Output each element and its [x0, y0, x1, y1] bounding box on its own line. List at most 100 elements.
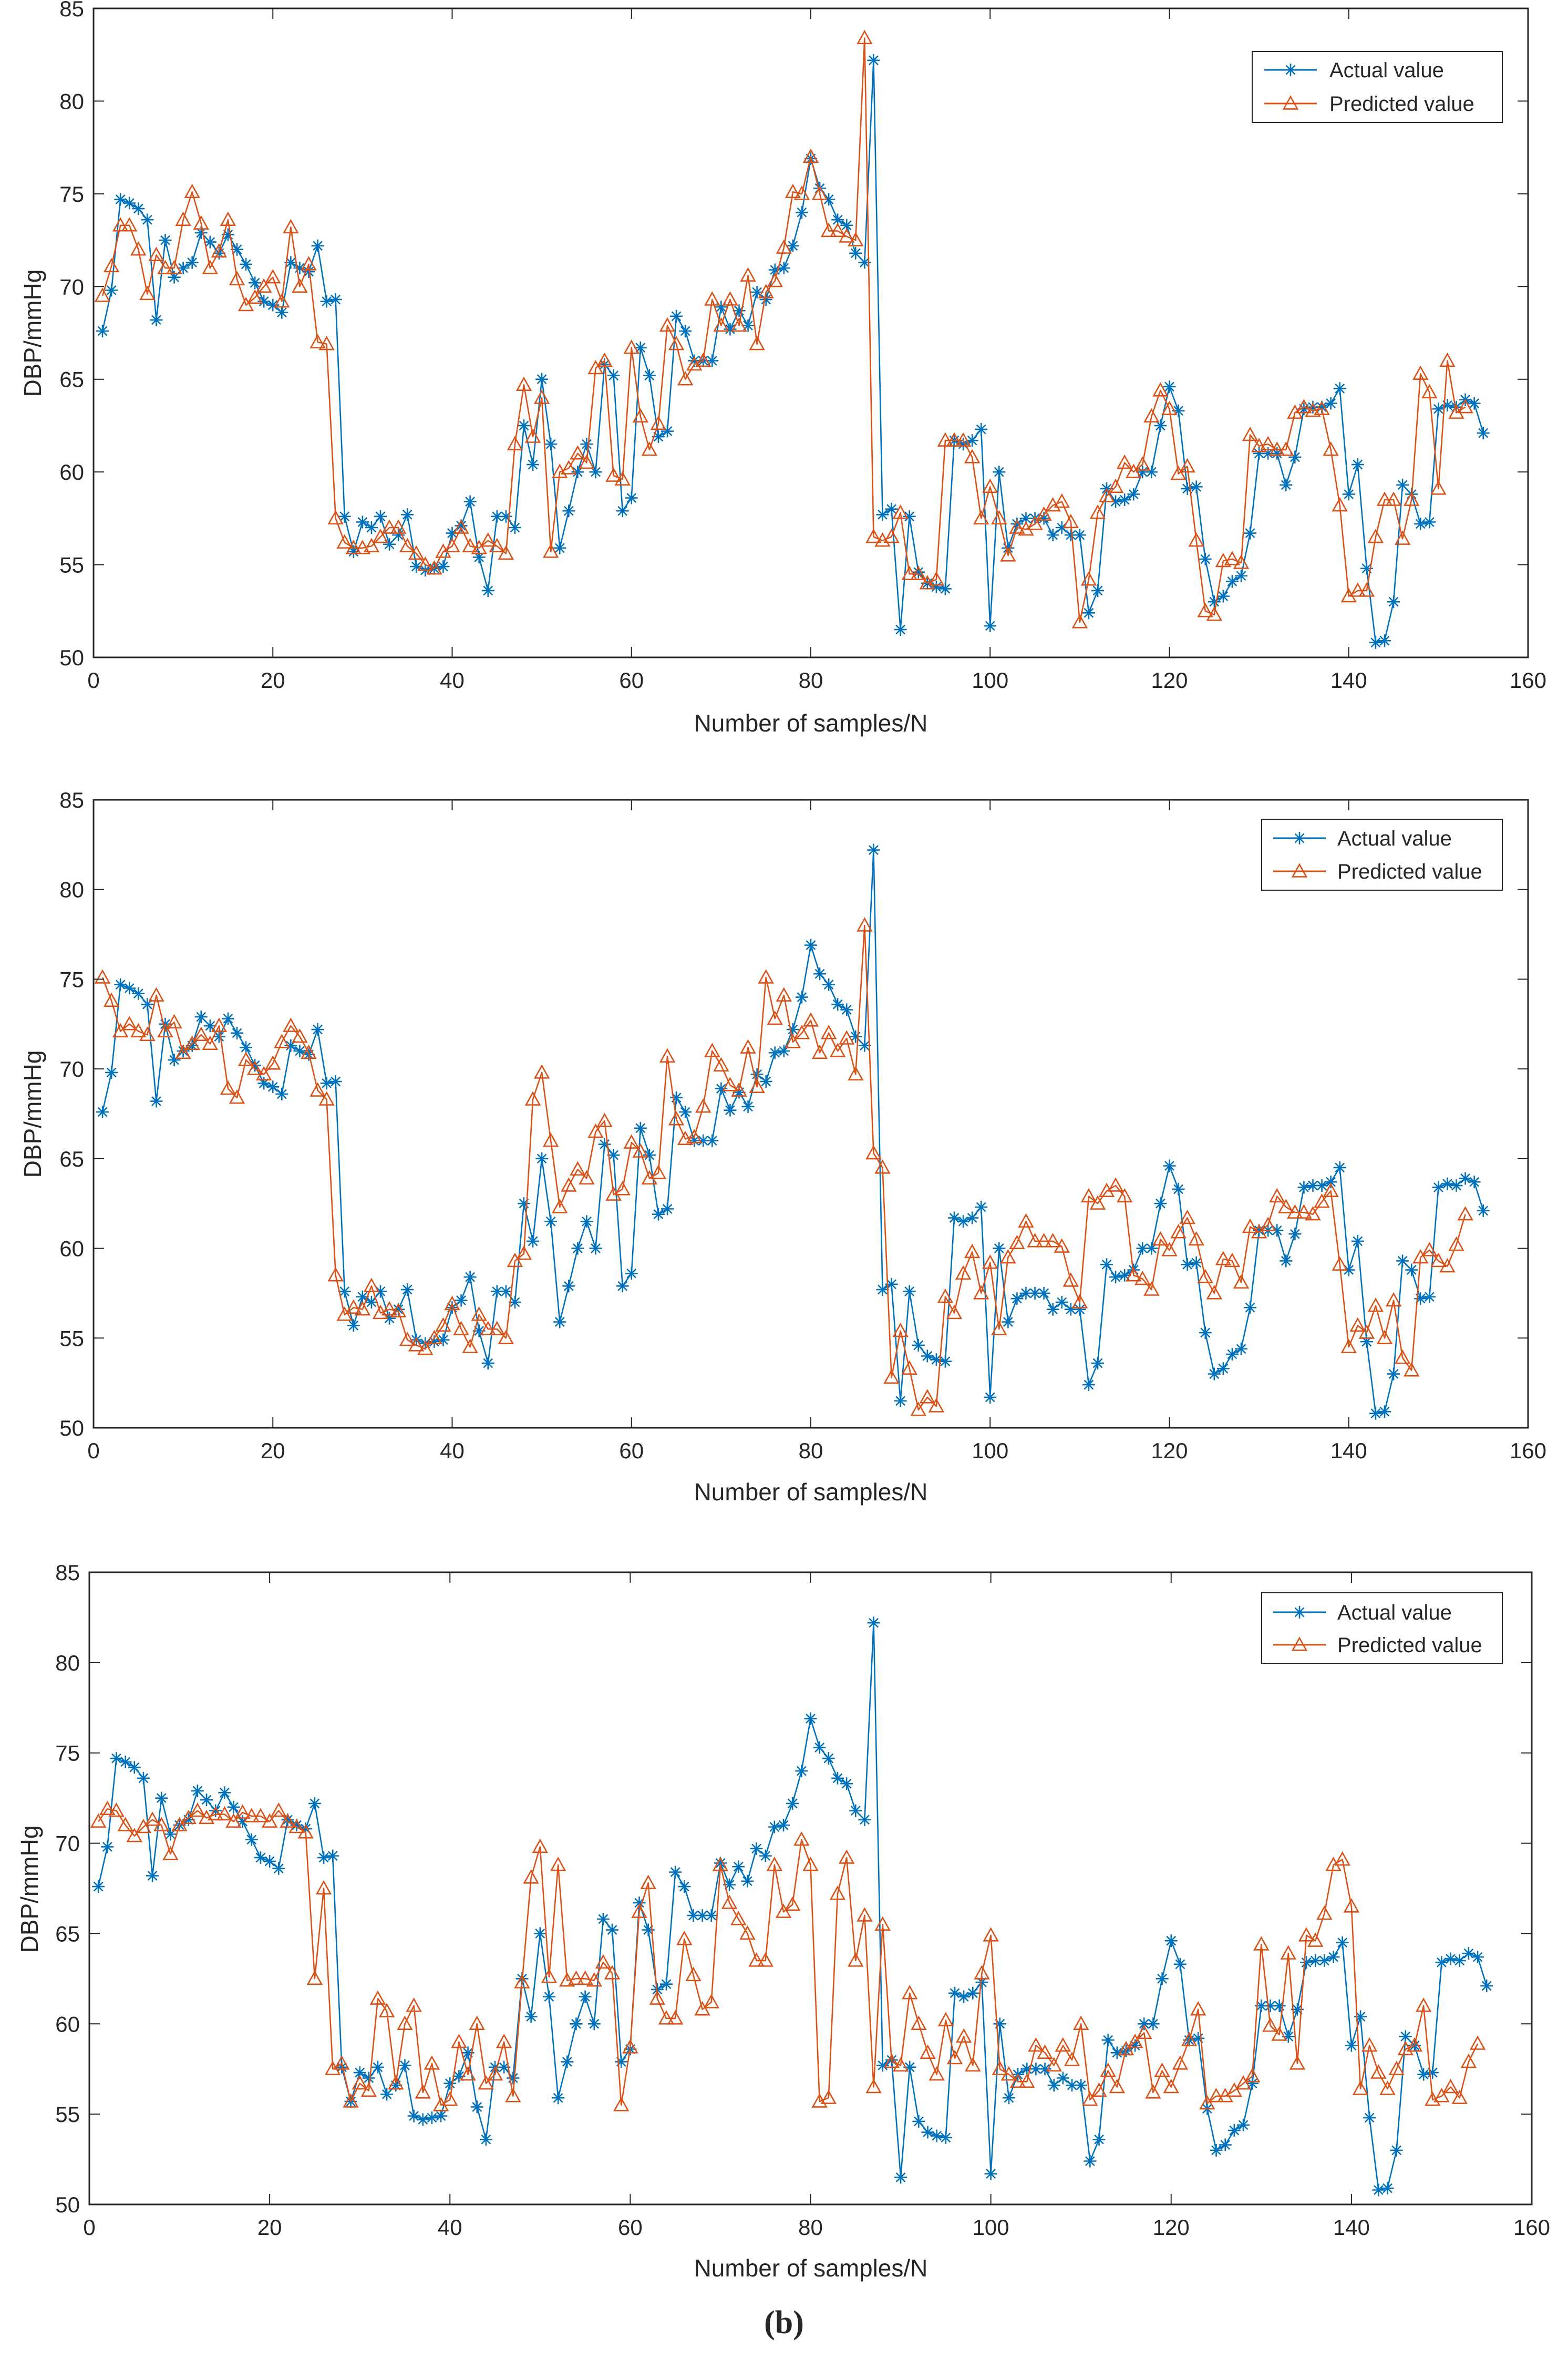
- data-point-predicted: [694, 2001, 710, 2016]
- data-point-predicted: [426, 560, 442, 575]
- data-point-predicted: [514, 1974, 530, 1988]
- data-point-actual: [518, 1197, 530, 1210]
- data-point-predicted: [432, 2097, 449, 2111]
- data-point-actual: [1046, 1303, 1059, 1316]
- data-point-predicted: [613, 2097, 630, 2111]
- data-point-actual: [670, 1091, 683, 1104]
- data-point-predicted: [406, 1997, 422, 2012]
- data-point-predicted: [533, 1064, 550, 1079]
- data-point-predicted: [929, 2066, 945, 2081]
- data-point-actual: [1181, 482, 1194, 495]
- data-point-actual: [437, 560, 450, 573]
- data-point-predicted: [157, 260, 173, 274]
- data-point-actual: [1244, 1301, 1257, 1314]
- legend-actual-marker-glyph: [1284, 64, 1297, 76]
- data-point-predicted: [1260, 436, 1276, 450]
- data-point-actual: [795, 991, 808, 1004]
- legend-box: [1261, 1592, 1503, 1664]
- data-point-predicted: [1143, 408, 1160, 422]
- data-point-predicted: [1358, 1324, 1375, 1339]
- data-point-actual: [362, 2072, 375, 2085]
- data-point-actual: [284, 256, 297, 269]
- data-point-actual: [1480, 1980, 1493, 1993]
- data-point-predicted: [731, 317, 747, 332]
- x-tick-label: 0: [87, 1438, 99, 1463]
- data-point-predicted: [937, 2012, 954, 2027]
- data-point-predicted: [533, 389, 550, 404]
- data-point-predicted: [561, 1177, 577, 1192]
- data-point-actual: [231, 243, 243, 256]
- data-point-actual: [643, 369, 656, 382]
- data-point-predicted: [292, 1028, 308, 1043]
- data-point-predicted: [1190, 2001, 1206, 2016]
- data-point-actual: [1453, 1954, 1466, 1967]
- y-tick-label: 85: [59, 0, 84, 21]
- data-point-actual: [123, 197, 136, 210]
- data-point-predicted: [1206, 606, 1223, 621]
- data-point-predicted: [928, 1398, 945, 1413]
- data-point-predicted: [103, 257, 120, 273]
- data-point-predicted: [731, 1082, 747, 1097]
- data-point-predicted: [1343, 1898, 1360, 1913]
- data-point-predicted: [749, 335, 765, 351]
- data-point-predicted: [902, 1985, 918, 2000]
- data-point-actual: [786, 239, 799, 252]
- data-point-actual: [750, 1842, 763, 1855]
- data-point-actual: [535, 373, 549, 386]
- data-point-predicted: [193, 215, 209, 230]
- data-point-predicted: [1071, 1294, 1088, 1308]
- data-point-predicted: [820, 1025, 837, 1039]
- data-point-actual: [141, 213, 154, 226]
- data-point-predicted: [408, 545, 425, 560]
- data-point-actual: [571, 1242, 584, 1255]
- data-point-actual: [661, 1202, 674, 1215]
- figure-caption: (b): [764, 2305, 804, 2341]
- data-point-predicted: [911, 2015, 927, 2030]
- data-point-actual: [876, 508, 889, 521]
- data-point-actual: [580, 438, 593, 451]
- data-point-predicted: [982, 478, 998, 493]
- data-point-actual: [858, 1813, 871, 1826]
- data-point-predicted: [381, 1301, 398, 1316]
- data-point-predicted: [1172, 2055, 1189, 2070]
- data-point-actual: [912, 2115, 925, 2128]
- data-point-actual: [326, 1849, 339, 1862]
- data-point-actual: [625, 491, 638, 504]
- data-point-predicted: [1062, 1272, 1079, 1287]
- data-point-predicted: [622, 2039, 638, 2054]
- y-tick-label: 65: [59, 1147, 84, 1171]
- data-point-predicted: [480, 1321, 496, 1335]
- data-point-predicted: [369, 1990, 386, 2005]
- data-point-predicted: [982, 1254, 998, 1269]
- data-point-predicted: [1089, 1195, 1106, 1210]
- legend-actual-label: Actual value: [1337, 827, 1452, 850]
- data-point-predicted: [550, 1857, 566, 1871]
- data-point-actual: [678, 1880, 691, 1893]
- data-point-predicted: [712, 1857, 729, 1871]
- data-point-predicted: [117, 1817, 133, 1831]
- data-point-actual: [1145, 466, 1158, 479]
- caption-open-paren: (: [764, 2305, 775, 2341]
- x-tick-label: 140: [1330, 1438, 1367, 1463]
- data-point-predicted: [283, 1017, 299, 1032]
- data-point-predicted: [721, 1894, 738, 1909]
- data-point-predicted: [1161, 1242, 1178, 1256]
- data-point-predicted: [1062, 513, 1079, 529]
- data-point-predicted: [280, 1813, 296, 1828]
- data-point-actual: [1342, 1263, 1355, 1276]
- data-point-predicted: [946, 1304, 963, 1320]
- data-point-predicted: [748, 1952, 765, 1967]
- data-point-predicted: [211, 1017, 228, 1032]
- data-point-predicted: [166, 260, 182, 274]
- x-tick-label: 120: [1151, 668, 1188, 693]
- data-point-actual: [1441, 399, 1454, 412]
- data-point-predicted: [1170, 1224, 1187, 1239]
- data-point-predicted: [1448, 1236, 1464, 1251]
- data-point-actual: [912, 1338, 925, 1352]
- data-point-predicted: [135, 1818, 152, 1833]
- data-point-predicted: [793, 1831, 810, 1846]
- data-point-actual: [1047, 2079, 1060, 2092]
- data-point-predicted: [301, 1044, 317, 1059]
- data-point-actual: [1173, 1957, 1187, 1971]
- data-point-actual: [96, 324, 109, 337]
